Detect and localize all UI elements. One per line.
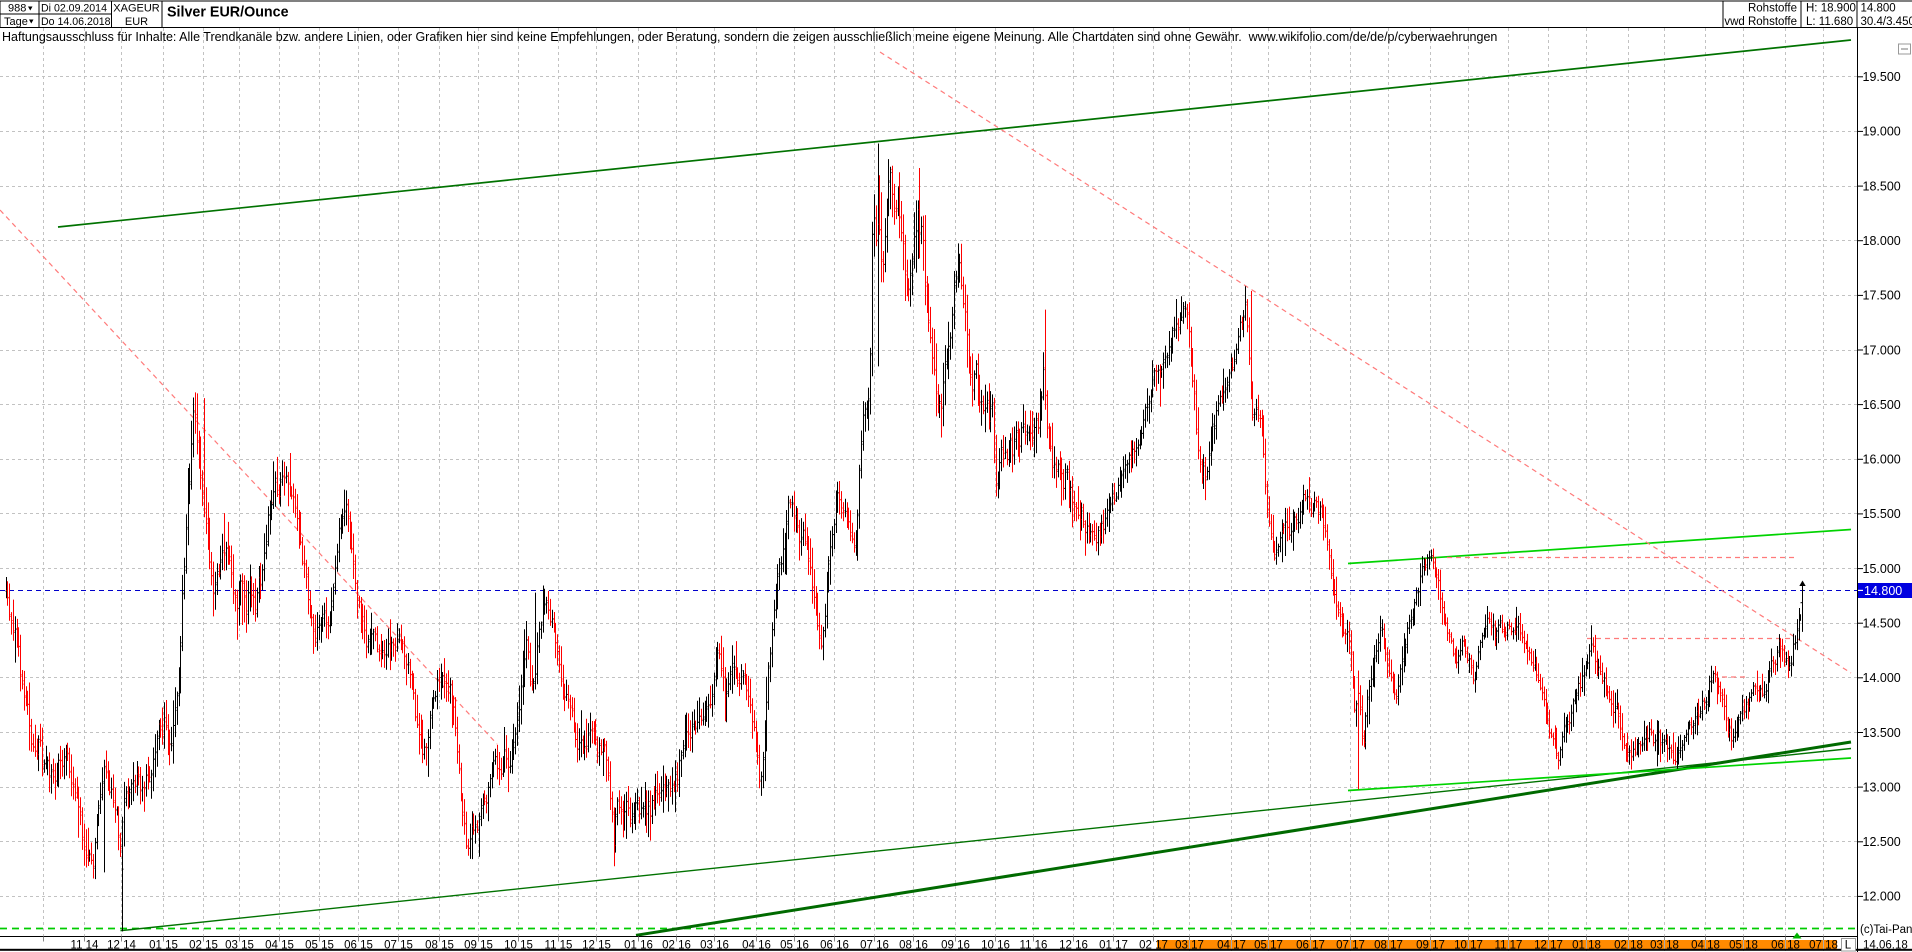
svg-text:Rohstoffe: Rohstoffe: [1748, 3, 1797, 15]
svg-text:18.000: 18.000: [1863, 234, 1901, 248]
svg-text:08 16: 08 16: [899, 940, 928, 952]
svg-text:05 16: 05 16: [780, 940, 809, 952]
svg-text:12.000: 12.000: [1863, 890, 1901, 904]
svg-text:05 17: 05 17: [1254, 940, 1283, 952]
svg-text:30.4/3.450: 30.4/3.450: [1861, 16, 1912, 28]
svg-text:Di 02.09.2014: Di 02.09.2014: [41, 3, 107, 15]
svg-text:18.500: 18.500: [1863, 179, 1901, 193]
svg-text:10 15: 10 15: [504, 940, 533, 952]
svg-text:04 16: 04 16: [742, 940, 771, 952]
svg-text:02 15: 02 15: [189, 940, 218, 952]
svg-text:02 17: 02 17: [1139, 940, 1168, 952]
svg-text:16.500: 16.500: [1863, 398, 1901, 412]
svg-text:03 15: 03 15: [225, 940, 254, 952]
svg-text:11 15: 11 15: [545, 940, 573, 952]
svg-text:16.000: 16.000: [1863, 453, 1901, 467]
svg-text:19.500: 19.500: [1863, 70, 1901, 84]
svg-text:11 14: 11 14: [71, 940, 100, 952]
svg-text:12.500: 12.500: [1863, 835, 1901, 849]
svg-text:04 15: 04 15: [265, 940, 294, 952]
svg-text:XAGEUR: XAGEUR: [113, 3, 160, 15]
svg-text:10 16: 10 16: [981, 940, 1010, 952]
svg-text:988: 988: [8, 3, 26, 15]
svg-text:06 18: 06 18: [1771, 940, 1800, 952]
svg-text:17.500: 17.500: [1863, 289, 1901, 303]
svg-text:07 16: 07 16: [860, 940, 889, 952]
svg-text:Silver EUR/Ounce: Silver EUR/Ounce: [167, 5, 289, 21]
svg-text:12 14: 12 14: [107, 940, 136, 952]
svg-text:Do 14.06.2018: Do 14.06.2018: [41, 16, 111, 28]
svg-text:06 15: 06 15: [344, 940, 373, 952]
svg-text:L: 11.680: L: 11.680: [1806, 16, 1853, 28]
svg-text:17.000: 17.000: [1863, 343, 1901, 357]
svg-text:01 15: 01 15: [149, 940, 178, 952]
svg-text:14.500: 14.500: [1863, 617, 1901, 631]
svg-text:07 15: 07 15: [384, 940, 413, 952]
svg-text:11 17: 11 17: [1495, 940, 1523, 952]
svg-text:03 18: 03 18: [1650, 940, 1679, 952]
svg-text:02 18: 02 18: [1614, 940, 1643, 952]
svg-text:08 17: 08 17: [1374, 940, 1403, 952]
svg-text:10 17: 10 17: [1454, 940, 1483, 952]
svg-text:14.000: 14.000: [1863, 671, 1901, 685]
svg-text:14.800: 14.800: [1864, 584, 1902, 598]
svg-text:04 17: 04 17: [1217, 940, 1246, 952]
svg-text:EUR: EUR: [125, 16, 148, 28]
svg-text:15.000: 15.000: [1863, 562, 1901, 576]
svg-text:09 16: 09 16: [941, 940, 970, 952]
svg-text:07 18: 07 18: [1809, 940, 1838, 952]
svg-text:(c)Tai-Pan: (c)Tai-Pan: [1860, 924, 1912, 936]
svg-text:15.500: 15.500: [1863, 507, 1901, 521]
svg-text:08 15: 08 15: [425, 940, 454, 952]
svg-text:Tage: Tage: [4, 16, 28, 28]
svg-text:09 15: 09 15: [464, 940, 493, 952]
svg-text:06 16: 06 16: [820, 940, 849, 952]
svg-text:02 16: 02 16: [662, 940, 691, 952]
svg-text:13.500: 13.500: [1863, 726, 1901, 740]
svg-text:vwd Rohstoffe: vwd Rohstoffe: [1724, 16, 1797, 28]
svg-text:09 17: 09 17: [1416, 940, 1445, 952]
svg-text:07 17: 07 17: [1336, 940, 1365, 952]
svg-text:05 18: 05 18: [1729, 940, 1758, 952]
svg-text:L: L: [1845, 940, 1852, 952]
svg-text:Haftungsausschluss für Inhalte: Haftungsausschluss für Inhalte: Alle Tre…: [2, 30, 1497, 44]
svg-text:H: 18.900: H: 18.900: [1806, 3, 1856, 15]
svg-text:11 16: 11 16: [1020, 940, 1048, 952]
svg-text:01 17: 01 17: [1099, 940, 1128, 952]
svg-text:06 17: 06 17: [1296, 940, 1325, 952]
svg-text:01 16: 01 16: [624, 940, 653, 952]
svg-text:14.06.18: 14.06.18: [1863, 940, 1908, 952]
svg-text:12 17: 12 17: [1534, 940, 1563, 952]
svg-text:13.000: 13.000: [1863, 780, 1901, 794]
svg-text:04 18: 04 18: [1691, 940, 1720, 952]
svg-text:05 15: 05 15: [305, 940, 334, 952]
svg-text:01 18: 01 18: [1572, 940, 1601, 952]
svg-text:03 17: 03 17: [1175, 940, 1204, 952]
svg-text:12 15: 12 15: [582, 940, 611, 952]
svg-text:14.800: 14.800: [1861, 3, 1896, 15]
svg-text:03 16: 03 16: [700, 940, 729, 952]
svg-text:19.000: 19.000: [1863, 125, 1901, 139]
svg-text:12 16: 12 16: [1059, 940, 1088, 952]
